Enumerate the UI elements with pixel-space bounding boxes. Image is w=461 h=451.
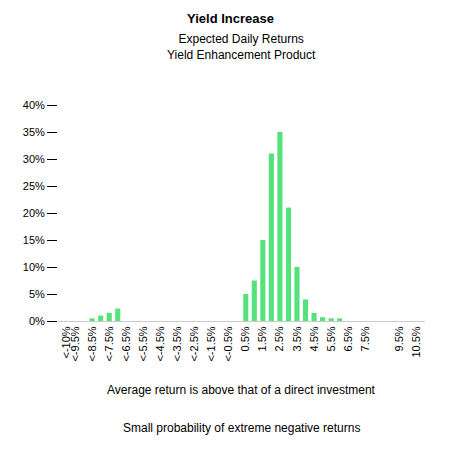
svg-text:9.5%: 9.5% (393, 326, 405, 351)
svg-text:Expected Daily ReturnsYield En: Expected Daily ReturnsYield Enhancement … (167, 32, 316, 62)
svg-text:40%: 40% (23, 99, 45, 111)
svg-text:<-1.5%: <-1.5% (205, 326, 217, 361)
svg-text:<-0.5%: <-0.5% (222, 326, 234, 361)
svg-text:30%: 30% (23, 153, 45, 165)
svg-text:25%: 25% (23, 180, 45, 192)
svg-text:<-8.5%: <-8.5% (86, 326, 98, 361)
svg-text:<-2.5%: <-2.5% (188, 326, 200, 361)
svg-text:<-9.5%: <-9.5% (69, 326, 81, 361)
svg-text:<-7.5%: <-7.5% (103, 326, 115, 361)
svg-text:7.5%: 7.5% (359, 326, 371, 351)
svg-text:<-5.5%: <-5.5% (137, 326, 149, 361)
svg-text:0.5%: 0.5% (239, 326, 251, 351)
svg-text:4.5%: 4.5% (308, 326, 320, 351)
svg-text:<-6.5%: <-6.5% (120, 326, 132, 361)
svg-text:10.5%: 10.5% (410, 326, 422, 357)
svg-text:5%: 5% (29, 288, 45, 300)
svg-text:6.5%: 6.5% (342, 326, 354, 351)
svg-text:2.5%: 2.5% (273, 326, 285, 351)
svg-text:20%: 20% (23, 207, 45, 219)
svg-text:<-4.5%: <-4.5% (154, 326, 166, 361)
svg-text:3.5%: 3.5% (291, 326, 303, 351)
svg-text:1.5%: 1.5% (256, 326, 268, 351)
svg-text:5.5%: 5.5% (325, 326, 337, 351)
svg-text:Yield Increase: Yield Increase (187, 11, 274, 26)
svg-text:10%: 10% (23, 261, 45, 273)
svg-text:<-10%: <-10% (60, 326, 72, 358)
svg-text:Small probability of extreme n: Small probability of extreme negative re… (123, 421, 360, 435)
svg-text:<-3.5%: <-3.5% (171, 326, 183, 361)
svg-text:35%: 35% (23, 126, 45, 138)
svg-text:Average return is above that o: Average return is above that of a direct… (107, 383, 376, 397)
svg-text:0%: 0% (29, 315, 45, 327)
svg-text:15%: 15% (23, 234, 45, 246)
